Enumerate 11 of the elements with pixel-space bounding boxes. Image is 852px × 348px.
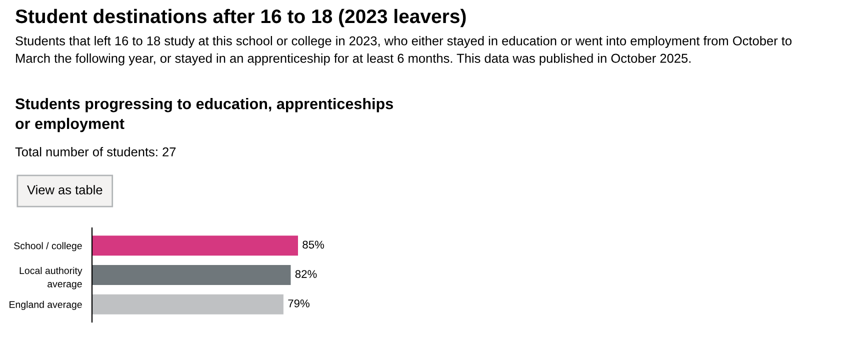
data-label: 82%: [295, 270, 317, 278]
y-tick-label: England average: [10, 300, 82, 310]
chart-title: Student destinations after 16 to 18 (2023 leavers): [16, 8, 466, 28]
data-label: 85%: [302, 240, 324, 249]
text: View as table: [27, 185, 102, 194]
y-tick-label: School / college: [14, 242, 82, 252]
text: Total number of students: 27: [15, 147, 176, 156]
y-tick-label: Local authority average: [20, 266, 82, 290]
text: Students that left 16 to 18 study at this school or college in 2023, who either stayed in education or went into employment from October to March the following year, or stayed in an apprenticeship for at least 6 months. This data was published in October 2025.: [16, 36, 792, 66]
text: Students progressing to education, apprenticeships or employment: [15, 98, 393, 132]
data-label: 79%: [288, 299, 310, 308]
